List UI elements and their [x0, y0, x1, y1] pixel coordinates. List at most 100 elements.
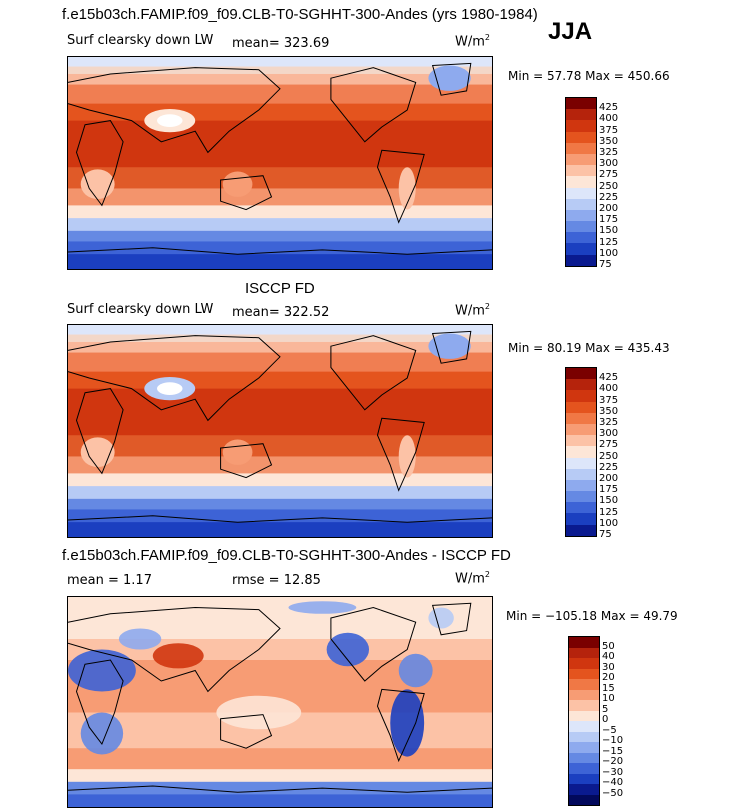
colorbar-swatch [566, 446, 596, 458]
colorbar-tick-label: 40 [602, 651, 615, 662]
colorbar-swatch [569, 647, 599, 658]
colorbar-tick-label: 30 [602, 661, 615, 673]
panel3-colorbar [568, 636, 600, 806]
panel2-mean-label: mean= 322.52 [232, 305, 330, 320]
colorbar-swatch [566, 176, 596, 188]
colorbar-tick-label: 150 [599, 225, 619, 237]
panel3-units-label: W/m2 [455, 570, 490, 587]
figure-title: f.e15b03ch.FAMIP.f09_f09.CLB-T0-SGHHT-30… [62, 6, 538, 23]
panel2-map [67, 324, 493, 538]
colorbar-tick-label: 200 [599, 473, 619, 484]
colorbar-swatch [566, 468, 596, 480]
colorbar-swatch [566, 232, 596, 244]
colorbar-swatch [566, 165, 596, 177]
colorbar-tick-label: −50 [602, 787, 624, 799]
colorbar-swatch [569, 784, 599, 795]
colorbar-tick-label: −40 [602, 777, 624, 788]
colorbar-swatch [566, 120, 596, 132]
panel3-mean-label: mean = 1.17 [67, 573, 152, 588]
colorbar-swatch [566, 243, 596, 255]
colorbar-swatch [569, 752, 599, 763]
colorbar-tick-label: 300 [599, 428, 619, 440]
colorbar-swatch [569, 700, 599, 711]
panel2-units-label: W/m2 [455, 302, 490, 319]
colorbar-swatch [569, 763, 599, 774]
panel1-minmax: Min = 57.78 Max = 450.66 [508, 69, 670, 83]
colorbar-swatch [566, 524, 596, 536]
colorbar-tick-label: 150 [599, 495, 619, 507]
colorbar-tick-label: 325 [599, 417, 619, 428]
colorbar-tick-label: 375 [599, 394, 619, 406]
colorbar-swatch [569, 679, 599, 690]
colorbar-swatch [566, 131, 596, 143]
colorbar-tick-label: 275 [599, 439, 619, 451]
colorbar-swatch [566, 109, 596, 121]
panel2-title: ISCCP FD [245, 280, 315, 297]
colorbar-tick-label: 350 [599, 135, 619, 147]
colorbar-tick-label: 20 [602, 672, 615, 683]
colorbar-swatch [566, 390, 596, 402]
colorbar-tick-label: 325 [599, 147, 619, 158]
colorbar-swatch [566, 479, 596, 492]
colorbar-tick-label: 75 [599, 529, 612, 540]
colorbar-tick-label: 400 [599, 113, 619, 125]
colorbar-tick-label: −10 [602, 735, 624, 746]
colorbar-tick-label: 100 [599, 247, 619, 259]
colorbar-swatch [569, 710, 599, 721]
panel1-mean-label: mean= 323.69 [232, 36, 330, 51]
panel2-variable-label: Surf clearsky down LW [67, 302, 214, 317]
colorbar-tick-label: 250 [599, 450, 619, 462]
colorbar-swatch [566, 513, 596, 525]
colorbar-tick-label: 0 [602, 714, 609, 725]
panel1-colorbar [565, 97, 597, 267]
colorbar-tick-label: 125 [599, 506, 619, 518]
colorbar-swatch [569, 742, 599, 753]
colorbar-swatch [566, 198, 596, 210]
colorbar-tick-label: 350 [599, 405, 619, 417]
colorbar-swatch [569, 637, 599, 648]
panel1-variable-label: Surf clearsky down LW [67, 33, 214, 48]
colorbar-swatch [566, 153, 596, 166]
colorbar-tick-label: 275 [599, 169, 619, 181]
panel3-title: f.e15b03ch.FAMIP.f09_f09.CLB-T0-SGHHT-30… [62, 547, 511, 564]
colorbar-tick-label: 5 [602, 703, 609, 715]
colorbar-swatch [566, 457, 596, 469]
colorbar-swatch [569, 773, 599, 784]
colorbar-swatch [566, 423, 596, 436]
colorbar-tick-label: 225 [599, 191, 619, 203]
colorbar-swatch [569, 721, 599, 732]
panel1-units-label: W/m2 [455, 33, 490, 50]
season-label: JJA [548, 18, 593, 45]
colorbar-swatch [566, 412, 596, 424]
colorbar-swatch [569, 731, 599, 742]
colorbar-tick-label: 375 [599, 124, 619, 136]
colorbar-tick-label: 225 [599, 461, 619, 473]
colorbar-tick-label: 425 [599, 372, 619, 384]
colorbar-tick-label: 250 [599, 180, 619, 192]
colorbar-swatch [566, 435, 596, 447]
colorbar-swatch [569, 668, 599, 679]
colorbar-swatch [566, 209, 596, 222]
colorbar-tick-label: −20 [602, 756, 624, 767]
colorbar-tick-label: 15 [602, 682, 615, 694]
panel3-map [67, 596, 493, 808]
colorbar-tick-label: 300 [599, 158, 619, 170]
colorbar-tick-label: 100 [599, 517, 619, 529]
colorbar-swatch [569, 794, 599, 805]
colorbar-tick-label: −5 [602, 724, 617, 736]
colorbar-tick-label: 10 [602, 693, 615, 704]
colorbar-tick-label: −30 [602, 766, 624, 778]
panel3-minmax: Min = −105.18 Max = 49.79 [506, 609, 678, 623]
colorbar-swatch [566, 502, 596, 514]
colorbar-tick-label: 125 [599, 236, 619, 248]
colorbar-tick-label: 425 [599, 102, 619, 114]
colorbar-swatch [566, 98, 596, 110]
colorbar-tick-label: 175 [599, 214, 619, 226]
colorbar-swatch [566, 379, 596, 391]
colorbar-swatch [566, 401, 596, 413]
colorbar-tick-label: −15 [602, 745, 624, 757]
colorbar-tick-label: 50 [602, 640, 615, 652]
colorbar-swatch [566, 254, 596, 266]
colorbar-swatch [566, 187, 596, 199]
colorbar-tick-label: 400 [599, 383, 619, 395]
